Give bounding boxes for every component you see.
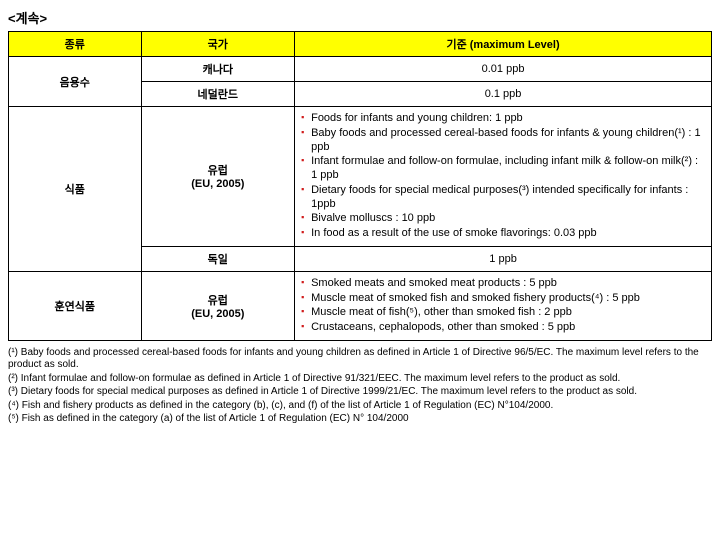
country-cell: 네덜란드 [141, 82, 295, 107]
list-item: Muscle meat of smoked fish and smoked fi… [301, 292, 705, 306]
header-country: 국가 [141, 32, 295, 57]
list-item: Foods for infants and young children: 1 … [301, 112, 705, 126]
header-standard: 기준 (maximum Level) [295, 32, 712, 57]
list-item: Smoked meats and smoked meat products : … [301, 277, 705, 291]
footnote: (²) Infant formulae and follow-on formul… [8, 373, 712, 386]
list-item: Muscle meat of fish(⁵), other than smoke… [301, 306, 705, 320]
table-row: 음용수 캐나다 0.01 ppb [9, 57, 712, 82]
footnote: (³) Dietary foods for special medical pu… [8, 386, 712, 399]
country-cell: 캐나다 [141, 57, 295, 82]
footnote: (⁵) Fish as defined in the category (a) … [8, 413, 712, 426]
list-item: In food as a result of the use of smoke … [301, 227, 705, 241]
bullet-list: Foods for infants and young children: 1 … [301, 112, 705, 241]
category-cell: 훈연식품 [9, 271, 142, 340]
country-cell: 유럽 (EU, 2005) [141, 107, 295, 247]
list-item: Infant formulae and follow-on formulae, … [301, 155, 705, 183]
footnote: (¹) Baby foods and processed cereal-base… [8, 347, 712, 372]
country-cell: 유럽 (EU, 2005) [141, 271, 295, 340]
category-cell: 음용수 [9, 57, 142, 107]
standard-cell: 0.1 ppb [295, 82, 712, 107]
list-item: Crustaceans, cephalopods, other than smo… [301, 321, 705, 335]
standard-cell: Foods for infants and young children: 1 … [295, 107, 712, 247]
list-item: Baby foods and processed cereal-based fo… [301, 127, 705, 155]
continuation-title: <계속> [8, 8, 712, 27]
footnote: (⁴) Fish and fishery products as defined… [8, 400, 712, 413]
category-cell: 식품 [9, 107, 142, 272]
standard-cell: 1 ppb [295, 246, 712, 271]
standards-table: 종류 국가 기준 (maximum Level) 음용수 캐나다 0.01 pp… [8, 31, 712, 341]
list-item: Bivalve molluscs : 10 ppb [301, 212, 705, 226]
bullet-list: Smoked meats and smoked meat products : … [301, 277, 705, 335]
table-row: 훈연식품 유럽 (EU, 2005) Smoked meats and smok… [9, 271, 712, 340]
footnotes: (¹) Baby foods and processed cereal-base… [8, 347, 712, 426]
standard-cell: Smoked meats and smoked meat products : … [295, 271, 712, 340]
header-category: 종류 [9, 32, 142, 57]
table-row: 식품 유럽 (EU, 2005) Foods for infants and y… [9, 107, 712, 247]
country-cell: 독일 [141, 246, 295, 271]
list-item: Dietary foods for special medical purpos… [301, 184, 705, 212]
standard-cell: 0.01 ppb [295, 57, 712, 82]
header-row: 종류 국가 기준 (maximum Level) [9, 32, 712, 57]
